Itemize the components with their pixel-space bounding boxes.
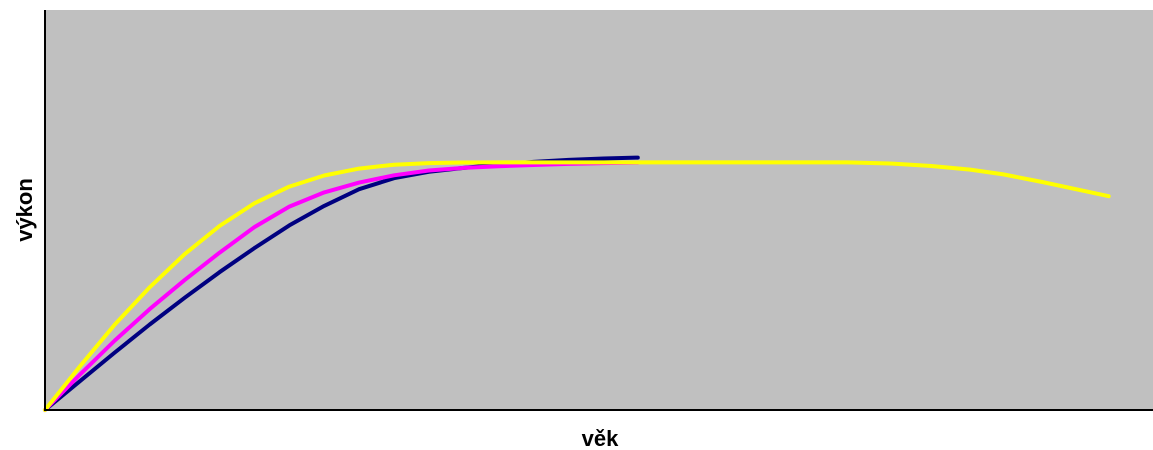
- plot-area: [45, 10, 1153, 410]
- x-axis-title: věk: [582, 426, 619, 450]
- series-layer: [43, 155, 1111, 412]
- y-axis-title: výkon: [12, 178, 37, 242]
- series-line-2: [43, 160, 640, 412]
- series-line-3: [43, 160, 1111, 412]
